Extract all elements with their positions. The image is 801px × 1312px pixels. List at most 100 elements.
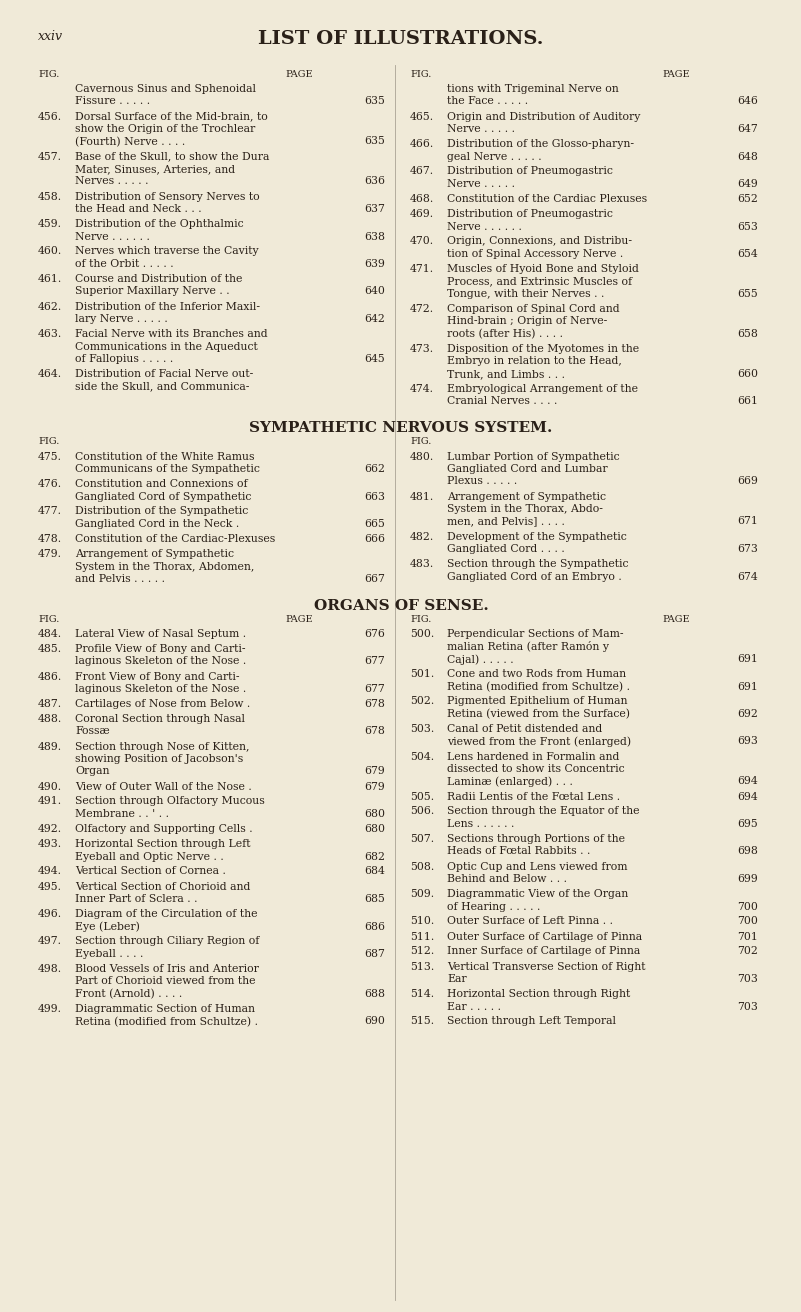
- Text: Inner Surface of Cartilage of Pinna: Inner Surface of Cartilage of Pinna: [447, 946, 640, 956]
- Text: Retina (modified from Schultze) .: Retina (modified from Schultze) .: [75, 1017, 258, 1027]
- Text: Vertical Section of Cornea .: Vertical Section of Cornea .: [75, 866, 226, 876]
- Text: 491.: 491.: [38, 796, 62, 807]
- Text: 515.: 515.: [410, 1017, 434, 1026]
- Text: of Fallopius . . . . .: of Fallopius . . . . .: [75, 354, 173, 363]
- Text: 487.: 487.: [38, 699, 62, 708]
- Text: 499.: 499.: [38, 1004, 62, 1014]
- Text: Gangliated Cord of Sympathetic: Gangliated Cord of Sympathetic: [75, 492, 252, 501]
- Text: 488.: 488.: [38, 714, 62, 724]
- Text: xxiv: xxiv: [38, 30, 63, 43]
- Text: Retina (viewed from the Surface): Retina (viewed from the Surface): [447, 708, 630, 719]
- Text: Canal of Petit distended and: Canal of Petit distended and: [447, 724, 602, 733]
- Text: Plexus . . . . .: Plexus . . . . .: [447, 476, 517, 487]
- Text: Gangliated Cord in the Neck .: Gangliated Cord in the Neck .: [75, 520, 239, 529]
- Text: 472.: 472.: [410, 304, 434, 314]
- Text: 481.: 481.: [410, 492, 434, 501]
- Text: LIST OF ILLUSTRATIONS.: LIST OF ILLUSTRATIONS.: [258, 30, 544, 49]
- Text: laginous Skeleton of the Nose .: laginous Skeleton of the Nose .: [75, 656, 246, 666]
- Text: Mater, Sinuses, Arteries, and: Mater, Sinuses, Arteries, and: [75, 164, 235, 174]
- Text: Section through Olfactory Mucous: Section through Olfactory Mucous: [75, 796, 265, 807]
- Text: Arrangement of Sympathetic: Arrangement of Sympathetic: [75, 548, 234, 559]
- Text: 497.: 497.: [38, 937, 62, 946]
- Text: 691: 691: [737, 653, 758, 664]
- Text: Outer Surface of Cartilage of Pinna: Outer Surface of Cartilage of Pinna: [447, 932, 642, 942]
- Text: Section through the Equator of the: Section through the Equator of the: [447, 807, 639, 816]
- Text: Constitution and Connexions of: Constitution and Connexions of: [75, 479, 248, 489]
- Text: FIG.: FIG.: [38, 70, 59, 79]
- Text: 703: 703: [737, 1001, 758, 1012]
- Text: Nerves which traverse the Cavity: Nerves which traverse the Cavity: [75, 247, 259, 257]
- Text: 661: 661: [737, 396, 758, 407]
- Text: 692: 692: [737, 708, 758, 719]
- Text: Communications in the Aqueduct: Communications in the Aqueduct: [75, 341, 258, 352]
- Text: 468.: 468.: [410, 194, 434, 203]
- Text: Lens hardened in Formalin and: Lens hardened in Formalin and: [447, 752, 619, 761]
- Text: 642: 642: [364, 314, 385, 324]
- Text: 685: 685: [364, 893, 385, 904]
- Text: 460.: 460.: [38, 247, 62, 257]
- Text: 486.: 486.: [38, 672, 62, 681]
- Text: Distribution of the Ophthalmic: Distribution of the Ophthalmic: [75, 219, 244, 230]
- Text: Outer Surface of Left Pinna . .: Outer Surface of Left Pinna . .: [447, 917, 613, 926]
- Text: 691: 691: [737, 681, 758, 691]
- Text: Section through Ciliary Region of: Section through Ciliary Region of: [75, 937, 260, 946]
- Text: Front (Arnold) . . . .: Front (Arnold) . . . .: [75, 989, 183, 1000]
- Text: show the Origin of the Trochlear: show the Origin of the Trochlear: [75, 125, 256, 134]
- Text: Eyeball and Optic Nerve . .: Eyeball and Optic Nerve . .: [75, 851, 223, 862]
- Text: 674: 674: [737, 572, 758, 581]
- Text: Membrane . . ' . .: Membrane . . ' . .: [75, 810, 169, 819]
- Text: Nerve . . . . .: Nerve . . . . .: [447, 178, 515, 189]
- Text: Distribution of Facial Nerve out-: Distribution of Facial Nerve out-: [75, 369, 253, 379]
- Text: Lens . . . . . .: Lens . . . . . .: [447, 819, 514, 829]
- Text: 459.: 459.: [38, 219, 62, 230]
- Text: side the Skull, and Communica-: side the Skull, and Communica-: [75, 382, 249, 391]
- Text: 678: 678: [364, 699, 385, 708]
- Text: PAGE: PAGE: [285, 70, 312, 79]
- Text: dissected to show its Concentric: dissected to show its Concentric: [447, 764, 625, 774]
- Text: 495.: 495.: [38, 882, 62, 891]
- Text: Eyeball . . . .: Eyeball . . . .: [75, 949, 143, 959]
- Text: Hind-brain ; Origin of Nerve-: Hind-brain ; Origin of Nerve-: [447, 316, 607, 327]
- Text: Trunk, and Limbs . . .: Trunk, and Limbs . . .: [447, 369, 565, 379]
- Text: 638: 638: [364, 231, 385, 241]
- Text: Distribution of Pneumogastric: Distribution of Pneumogastric: [447, 209, 613, 219]
- Text: Constitution of the White Ramus: Constitution of the White Ramus: [75, 451, 255, 462]
- Text: Diagrammatic Section of Human: Diagrammatic Section of Human: [75, 1004, 255, 1014]
- Text: 474.: 474.: [410, 384, 434, 394]
- Text: Distribution of the Inferior Maxil-: Distribution of the Inferior Maxil-: [75, 302, 260, 311]
- Text: 653: 653: [737, 222, 758, 231]
- Text: Distribution of the Glosso-pharyn-: Distribution of the Glosso-pharyn-: [447, 139, 634, 150]
- Text: 647: 647: [737, 125, 758, 134]
- Text: Process, and Extrinsic Muscles of: Process, and Extrinsic Muscles of: [447, 277, 632, 286]
- Text: 688: 688: [364, 989, 385, 998]
- Text: 660: 660: [737, 369, 758, 379]
- Text: 682: 682: [364, 851, 385, 862]
- Text: Nerves . . . . .: Nerves . . . . .: [75, 177, 148, 186]
- Text: 637: 637: [364, 203, 385, 214]
- Text: Nerve . . . . . .: Nerve . . . . . .: [75, 231, 150, 241]
- Text: 501.: 501.: [410, 669, 434, 680]
- Text: 646: 646: [737, 97, 758, 106]
- Text: Origin and Distribution of Auditory: Origin and Distribution of Auditory: [447, 112, 640, 122]
- Text: Tongue, with their Nerves . .: Tongue, with their Nerves . .: [447, 289, 605, 299]
- Text: 506.: 506.: [410, 807, 434, 816]
- Text: 635: 635: [364, 97, 385, 106]
- Text: 496.: 496.: [38, 909, 62, 918]
- Text: Ear: Ear: [447, 974, 467, 984]
- Text: Distribution of Sensory Nerves to: Distribution of Sensory Nerves to: [75, 192, 260, 202]
- Text: Profile View of Bony and Carti-: Profile View of Bony and Carti-: [75, 644, 245, 653]
- Text: 669: 669: [737, 476, 758, 487]
- Text: Cajal) . . . . .: Cajal) . . . . .: [447, 653, 513, 665]
- Text: 475.: 475.: [38, 451, 62, 462]
- Text: 649: 649: [737, 178, 758, 189]
- Text: 463.: 463.: [38, 329, 62, 338]
- Text: Origin, Connexions, and Distribu-: Origin, Connexions, and Distribu-: [447, 236, 632, 247]
- Text: 509.: 509.: [410, 890, 434, 899]
- Text: Diagram of the Circulation of the: Diagram of the Circulation of the: [75, 909, 257, 918]
- Text: Section through Nose of Kitten,: Section through Nose of Kitten,: [75, 741, 249, 752]
- Text: 480.: 480.: [410, 451, 434, 462]
- Text: PAGE: PAGE: [662, 70, 690, 79]
- Text: Pigmented Epithelium of Human: Pigmented Epithelium of Human: [447, 697, 627, 706]
- Text: Section through Left Temporal: Section through Left Temporal: [447, 1017, 616, 1026]
- Text: 503.: 503.: [410, 724, 434, 733]
